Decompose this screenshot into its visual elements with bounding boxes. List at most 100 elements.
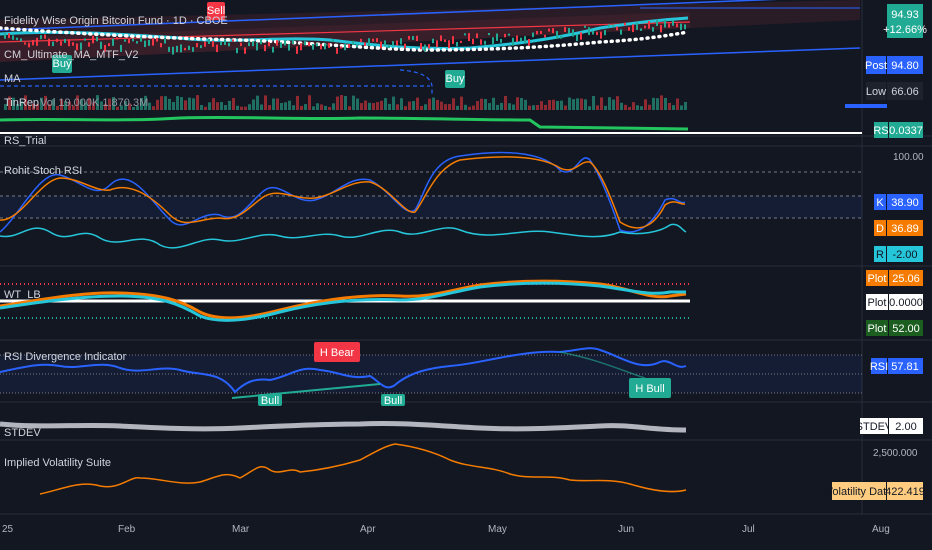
candle bbox=[636, 22, 638, 30]
candle bbox=[672, 20, 674, 26]
volume-bar bbox=[224, 105, 227, 110]
price-pane[interactable]: Sell Buy Buy Fidelity Wise Origin Bitcoi… bbox=[0, 0, 927, 131]
volume-bar bbox=[44, 95, 47, 110]
volume-bar bbox=[264, 95, 267, 110]
candle bbox=[56, 38, 58, 43]
volume-bar bbox=[424, 104, 427, 110]
volume-bar bbox=[548, 99, 551, 110]
volume-bar bbox=[116, 106, 119, 110]
candle bbox=[348, 44, 350, 48]
candle bbox=[304, 41, 306, 46]
volume-bar bbox=[408, 101, 411, 110]
volume-bar bbox=[260, 104, 263, 110]
iv-line bbox=[39, 443, 687, 495]
candle bbox=[612, 24, 614, 27]
volume-bar bbox=[460, 96, 463, 110]
candle bbox=[184, 47, 186, 51]
volume-bar bbox=[144, 95, 147, 110]
indicator-cm-ultimate: CM_Ultimate_MA_MTF_V2 bbox=[4, 49, 138, 61]
volume-bar bbox=[404, 106, 407, 110]
volume-bar bbox=[124, 101, 127, 110]
candle bbox=[272, 46, 274, 53]
volume-bar bbox=[364, 100, 367, 110]
candle bbox=[156, 37, 158, 42]
volume-bar bbox=[136, 105, 139, 110]
volume-bar bbox=[452, 98, 455, 110]
wt-teal-line bbox=[0, 281, 686, 322]
volume-bar bbox=[36, 104, 39, 110]
stoch-k-line bbox=[0, 151, 686, 233]
h-bull-label: H Bull bbox=[629, 378, 671, 398]
implied-volatility-pane[interactable]: Implied Volatility Suite 2,500.000 Volat… bbox=[4, 443, 925, 500]
change-pct: +12.66% bbox=[883, 24, 927, 36]
volume-bar bbox=[596, 105, 599, 110]
stdev-pane[interactable]: STDEV STDEV 2.00 bbox=[0, 418, 923, 439]
candle bbox=[460, 40, 462, 43]
volume-bar bbox=[560, 100, 563, 110]
candle bbox=[228, 42, 230, 47]
candle bbox=[4, 33, 6, 39]
candle bbox=[152, 38, 154, 46]
candle bbox=[12, 35, 14, 40]
volume-bar bbox=[188, 97, 191, 110]
candle bbox=[36, 37, 38, 46]
volume-bar bbox=[528, 105, 531, 110]
candle bbox=[424, 44, 426, 52]
candle bbox=[408, 35, 410, 40]
volume-bar bbox=[360, 103, 363, 110]
rs-pane[interactable]: RS_Trial RS 0.0337 bbox=[0, 122, 923, 147]
trend-line-upper bbox=[0, 0, 778, 31]
volume-bar bbox=[420, 105, 423, 110]
candle bbox=[340, 46, 342, 49]
candle bbox=[260, 39, 262, 45]
candle bbox=[192, 47, 194, 52]
volume-bar bbox=[384, 98, 387, 110]
candle bbox=[296, 46, 298, 54]
volume-bar bbox=[8, 96, 11, 110]
volume-bar bbox=[400, 98, 403, 110]
volume-bar bbox=[640, 106, 643, 110]
low-price-tag: Low 66.06 bbox=[866, 82, 923, 100]
volume-bar bbox=[296, 95, 299, 110]
volume-bar bbox=[72, 105, 75, 110]
volume-bar bbox=[60, 99, 63, 110]
candle bbox=[432, 38, 434, 44]
candle bbox=[256, 42, 258, 51]
volume-bar bbox=[636, 105, 639, 110]
bull-label-1: Bull bbox=[258, 394, 282, 407]
candle bbox=[592, 30, 594, 35]
stoch-rsi-pane[interactable]: Rohit Stoch RSI 100.00 K 38.90 D 36.89 R… bbox=[0, 151, 924, 262]
volume-bar bbox=[32, 103, 35, 110]
upper-channel-fill bbox=[0, 0, 860, 44]
volume-bar bbox=[80, 99, 83, 110]
candle bbox=[568, 28, 570, 34]
volume-bar bbox=[160, 96, 163, 110]
candle bbox=[648, 21, 650, 29]
candle bbox=[316, 43, 318, 47]
wt-plot3-tag: Plot 52.00 bbox=[866, 320, 923, 336]
price-line-marker bbox=[845, 104, 887, 108]
candle bbox=[232, 39, 234, 42]
candle bbox=[600, 31, 602, 39]
time-axis[interactable]: 25 Feb Mar Apr May Jun Jul Aug bbox=[2, 524, 890, 535]
volume-bar bbox=[564, 105, 567, 110]
bull-divergence-line-1 bbox=[231, 383, 381, 399]
candles bbox=[4, 19, 686, 55]
rsi-divergence-pane[interactable]: RSI Divergence Indicator H Bear Bull Bul… bbox=[0, 342, 923, 407]
volume-bar bbox=[572, 99, 575, 110]
candle bbox=[476, 33, 478, 39]
candle bbox=[404, 43, 406, 49]
iv-title: Implied Volatility Suite bbox=[4, 457, 111, 469]
volume-bar bbox=[96, 95, 99, 110]
volume-bar bbox=[92, 102, 95, 110]
volume-bar bbox=[468, 106, 471, 110]
volume-bar bbox=[208, 102, 211, 110]
volume-bar bbox=[256, 95, 259, 110]
volume-bar bbox=[276, 98, 279, 110]
candle bbox=[536, 30, 538, 35]
candle bbox=[344, 43, 346, 51]
candle bbox=[212, 40, 214, 47]
wt-pane[interactable]: WT_LB Plot 25.06 Plot 0.0000 Plot 52.00 bbox=[0, 270, 923, 336]
volume-bar bbox=[232, 98, 235, 110]
